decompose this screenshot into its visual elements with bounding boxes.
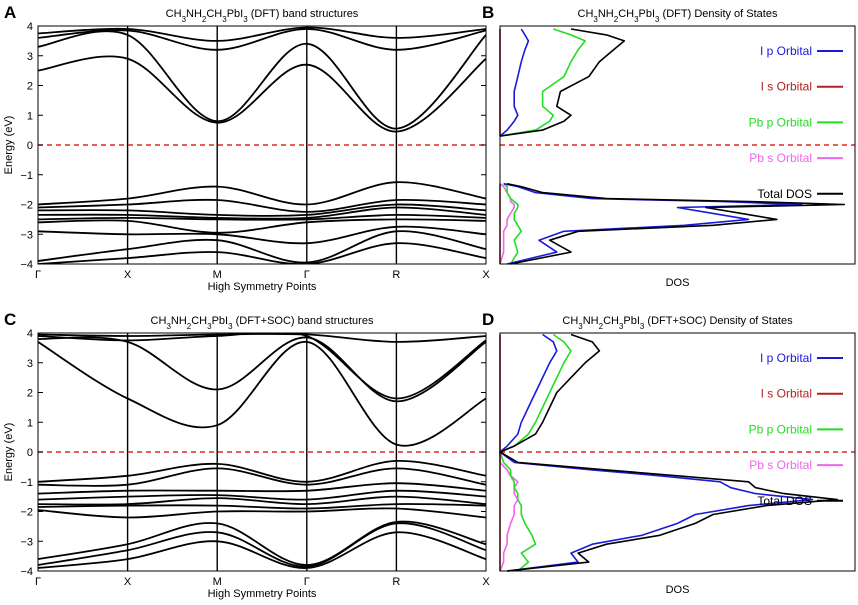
panel-a-ytick-label: 2 xyxy=(27,81,33,93)
panel-b-dos-pb-p-orbital xyxy=(503,183,523,265)
panel-a-band-vb4 xyxy=(38,206,486,220)
panel-a-ytick-label: −4 xyxy=(20,259,33,271)
panel-a-band-vb6 xyxy=(38,218,486,234)
panel-a-xtick-label: R xyxy=(392,269,400,281)
panel-b-legend-label: I p Orbital xyxy=(760,44,812,58)
panel-c-ytick-label: −2 xyxy=(20,507,33,519)
panel-c-band-vb5 xyxy=(38,495,486,506)
panel-c-bands xyxy=(38,333,486,569)
panel-c-band-cb4 xyxy=(38,333,486,343)
panel-a-panel-letter: A xyxy=(4,3,16,22)
panel-a-band-cb2 xyxy=(38,30,486,130)
panel-c-xtick-label: M xyxy=(213,576,222,588)
panel-c-xtick-label: R xyxy=(392,576,400,588)
panel-a-xtick-label: Γ xyxy=(35,269,41,281)
panel-c-xtick-label: X xyxy=(124,576,132,588)
panel-a-ytick-label: −1 xyxy=(20,170,33,182)
panel-a-band-vb9 xyxy=(38,242,486,264)
panel-c-band-cb3 xyxy=(38,333,486,400)
panel-c-band-vb8 xyxy=(38,520,486,566)
panel-a-bands xyxy=(38,26,486,264)
panel-b-dos-i-p-orbital xyxy=(499,28,530,137)
panel-c-ytick-label: 1 xyxy=(27,417,33,429)
panel-a-band-vb7 xyxy=(38,225,486,245)
panel-b-dos-pb-p-orbital xyxy=(499,28,586,137)
panel-c-ytick-label: −4 xyxy=(20,566,33,578)
panel-a-band-cb1 xyxy=(38,55,486,133)
panel-c-ytick-label: −3 xyxy=(20,536,33,548)
panel-c-ytick-label: 4 xyxy=(27,328,33,340)
panel-d-panel-letter: D xyxy=(482,310,494,329)
panel-c-xlabel: High Symmetry Points xyxy=(208,588,317,600)
panel-a-band-cb3 xyxy=(38,28,486,51)
panel-a-ytick-label: 4 xyxy=(27,21,33,33)
panel-d-legend-label: I p Orbital xyxy=(760,351,812,365)
panel-c-band-cb1 xyxy=(38,340,486,447)
panel-c-ytick-label: 3 xyxy=(27,358,33,370)
panel-c-band-vb10 xyxy=(38,531,486,569)
panel-d-legend-label: Total DOS xyxy=(757,494,812,508)
panel-a-xtick-label: Γ xyxy=(304,269,310,281)
panel-a-band-vb8 xyxy=(38,230,486,264)
panel-b-panel-letter: B xyxy=(482,3,494,22)
panel-c-band-vb7 xyxy=(38,507,486,519)
panel-a-ytick-label: −3 xyxy=(20,229,33,241)
panel-c-band-vb2 xyxy=(38,467,486,487)
panel-d-legend-label: I s Orbital xyxy=(761,387,812,401)
panel-c-title: CH3NH2CH3PbI3 (DFT+SOC) band structures xyxy=(151,315,374,331)
panel-d-frame xyxy=(499,332,856,572)
panel-c-xtick-label: Γ xyxy=(35,576,41,588)
panel-b-legend-label: I s Orbital xyxy=(761,80,812,94)
panel-d-xlabel: DOS xyxy=(666,584,690,596)
panel-c-band-cb2 xyxy=(38,336,486,403)
panel-b-dos-total-dos xyxy=(499,28,626,137)
panel-b-xlabel: DOS xyxy=(666,277,690,289)
panel-a-ytick-label: −2 xyxy=(20,200,33,212)
panel-a-ytick-label: 1 xyxy=(27,110,33,122)
panel-c-ytick-label: 0 xyxy=(27,447,33,459)
panel-a-band-vb1 xyxy=(38,181,486,206)
panel-d-title: CH3NH2CH3PbI3 (DFT+SOC) Density of State… xyxy=(562,315,793,331)
panel-c-band-vb1 xyxy=(38,459,486,483)
panel-c-ytick-label: −1 xyxy=(20,477,33,489)
panel-a-band-cb4 xyxy=(38,26,486,42)
panel-d-dos-total-dos xyxy=(499,333,839,572)
panel-a-xtick-label: X xyxy=(482,269,490,281)
panel-a-band-vb2 xyxy=(38,198,486,213)
panel-a-ytick-label: 0 xyxy=(27,140,33,152)
panel-a-title: CH3NH2CH3PbI3 (DFT) band structures xyxy=(166,8,359,24)
panel-d-legend-label: Pb s Orbital xyxy=(749,458,812,472)
panel-c-panel-letter: C xyxy=(4,310,16,329)
panel-d-dos-pb-p-orbital xyxy=(499,333,572,572)
panel-c-band-vb9 xyxy=(38,522,486,568)
panel-c-ytick-label: 2 xyxy=(27,388,33,400)
panel-b-legend-label: Pb p Orbital xyxy=(749,115,812,129)
panel-a-xtick-label: M xyxy=(213,269,222,281)
panel-c-band-vb3 xyxy=(38,482,486,495)
panel-b-legend-label: Total DOS xyxy=(757,187,812,201)
panel-c-ylabel: Energy (eV) xyxy=(3,423,15,482)
panel-d-dos-i-p-orbital xyxy=(499,333,814,572)
panel-c-band-vb4 xyxy=(38,489,486,501)
panel-c-band-vb6 xyxy=(38,503,486,510)
panel-a-band-vb5 xyxy=(38,213,486,221)
panel-b-legend-label: Pb s Orbital xyxy=(749,151,812,165)
panel-a-xlabel: High Symmetry Points xyxy=(208,281,317,293)
panel-b-title: CH3NH2CH3PbI3 (DFT) Density of States xyxy=(578,8,778,24)
panel-a-band-vb3 xyxy=(38,203,486,217)
panel-b-dos-pb-s-orbital xyxy=(499,183,515,265)
panel-a-xtick-label: X xyxy=(124,269,132,281)
panel-a-ylabel: Energy (eV) xyxy=(3,116,15,175)
panel-b-frame xyxy=(499,25,856,265)
panel-b-dos-total-dos xyxy=(506,182,846,265)
panel-d-legend-label: Pb p Orbital xyxy=(749,422,812,436)
panel-a-ytick-label: 3 xyxy=(27,51,33,63)
panel-c-xtick-label: Γ xyxy=(304,576,310,588)
panel-c-xtick-label: X xyxy=(482,576,490,588)
